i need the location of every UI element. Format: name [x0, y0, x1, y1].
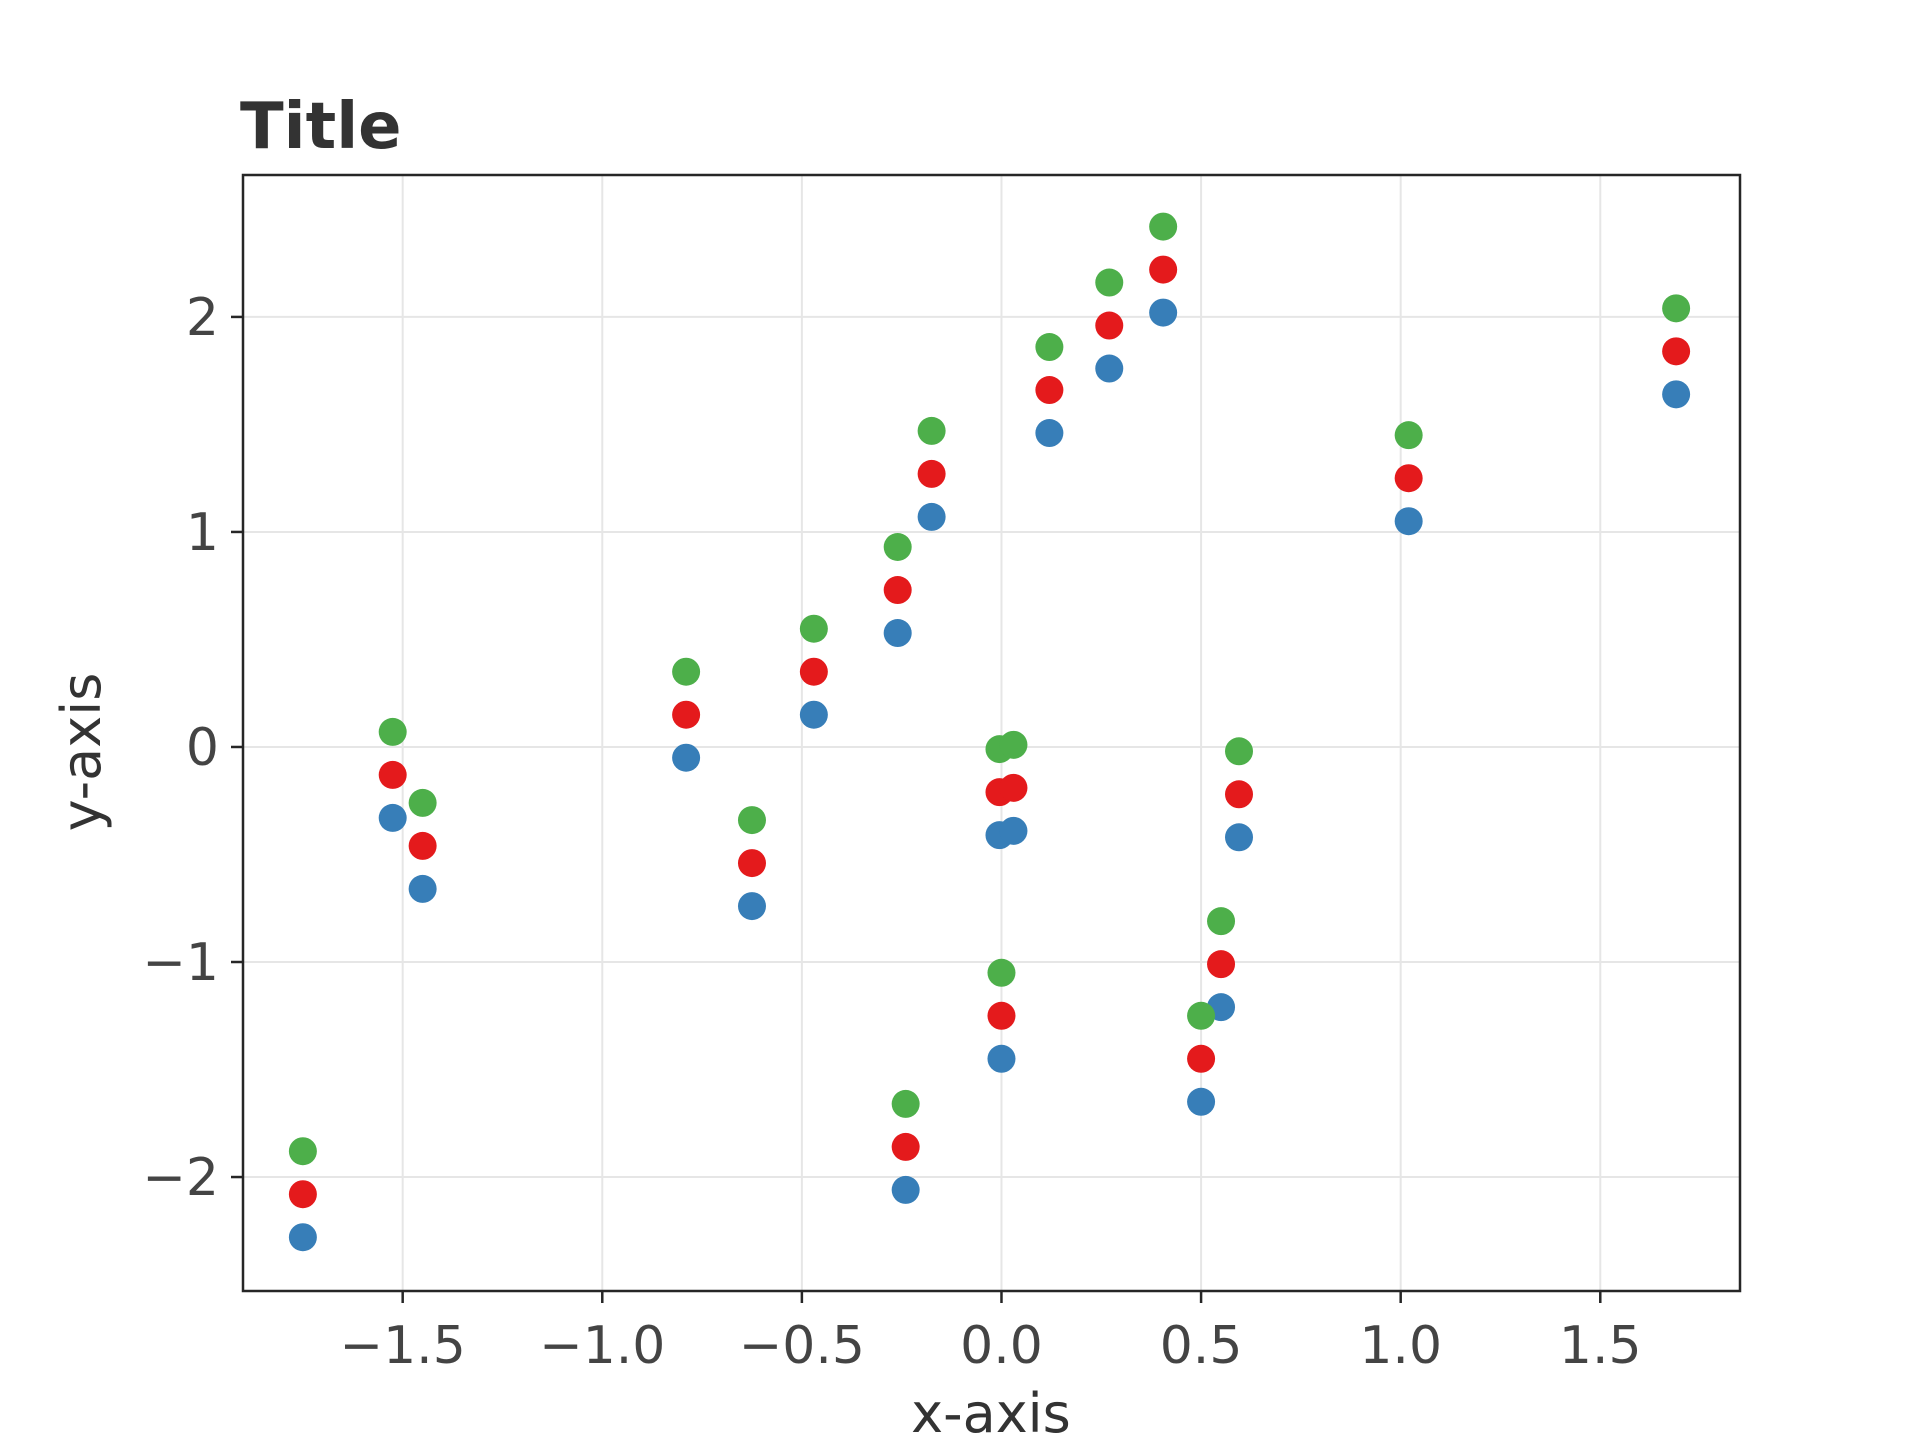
data-point — [1662, 294, 1691, 323]
data-point — [672, 743, 701, 772]
data-point — [737, 849, 766, 878]
y-tick-label: 1 — [186, 503, 219, 563]
data-point — [1225, 737, 1254, 766]
data-point — [917, 502, 946, 531]
x-tick-label: 1.0 — [1359, 1316, 1442, 1376]
data-point — [408, 831, 437, 860]
data-point — [1035, 376, 1064, 405]
x-tick-label: −0.5 — [739, 1316, 865, 1376]
data-point — [999, 773, 1028, 802]
data-point — [672, 657, 701, 686]
x-tick-label: −1.0 — [539, 1316, 665, 1376]
y-axis-label: y-axis — [50, 673, 113, 832]
data-point — [1095, 354, 1124, 383]
series-1 — [288, 298, 1691, 1252]
data-point — [378, 760, 407, 789]
y-tick-label: −2 — [142, 1148, 219, 1208]
data-point — [1394, 507, 1423, 536]
data-point — [799, 614, 828, 643]
data-point — [1149, 298, 1178, 327]
data-point — [999, 816, 1028, 845]
data-point — [1187, 1001, 1216, 1030]
x-tick-label: −1.5 — [340, 1316, 466, 1376]
data-point — [378, 717, 407, 746]
data-point — [378, 803, 407, 832]
data-point — [1187, 1044, 1216, 1073]
data-point — [1207, 950, 1236, 979]
series-2 — [288, 255, 1691, 1209]
data-point — [408, 788, 437, 817]
data-point — [1149, 255, 1178, 284]
data-point — [288, 1137, 317, 1166]
plot-frame — [241, 173, 1742, 1293]
data-points — [288, 212, 1691, 1252]
data-point — [1662, 337, 1691, 366]
data-point — [1095, 268, 1124, 297]
data-point — [891, 1132, 920, 1161]
data-point — [917, 459, 946, 488]
x-tick-label: 0.0 — [960, 1316, 1043, 1376]
x-tick-label: 1.5 — [1559, 1316, 1642, 1376]
data-point — [799, 657, 828, 686]
data-point — [288, 1180, 317, 1209]
data-point — [1187, 1087, 1216, 1116]
data-point — [999, 730, 1028, 759]
x-axis-label: x-axis — [911, 1382, 1071, 1440]
data-point — [1394, 421, 1423, 450]
data-point — [1035, 419, 1064, 448]
data-point — [987, 1044, 1016, 1073]
data-point — [1035, 333, 1064, 362]
data-point — [917, 416, 946, 445]
data-point — [799, 700, 828, 729]
data-point — [408, 874, 437, 903]
data-point — [288, 1223, 317, 1252]
data-point — [1394, 464, 1423, 493]
data-point — [1225, 823, 1254, 852]
series-3 — [288, 212, 1691, 1166]
data-point — [737, 806, 766, 835]
data-point — [987, 1001, 1016, 1030]
data-point — [672, 700, 701, 729]
data-point — [883, 576, 912, 605]
data-point — [737, 892, 766, 921]
grid-lines — [243, 175, 1740, 1291]
data-point — [987, 958, 1016, 987]
data-point — [883, 533, 912, 561]
x-tick-label: 0.5 — [1160, 1316, 1243, 1376]
data-point — [1149, 212, 1178, 241]
y-tick-label: 2 — [186, 288, 219, 348]
data-point — [1095, 311, 1124, 340]
y-tick-label: 0 — [186, 718, 219, 778]
y-axis-ticks: −2 −1 0 1 2 — [142, 288, 243, 1208]
chart-title: Title — [240, 90, 402, 164]
data-point — [891, 1175, 920, 1204]
data-point — [1662, 380, 1691, 409]
data-point — [1225, 780, 1254, 809]
data-point — [891, 1089, 920, 1118]
x-axis-ticks: −1.5 −1.0 −0.5 0.0 0.5 1.0 1.5 — [340, 1291, 1642, 1376]
y-tick-label: −1 — [142, 933, 219, 993]
data-point — [883, 619, 912, 648]
data-point — [1207, 907, 1236, 936]
